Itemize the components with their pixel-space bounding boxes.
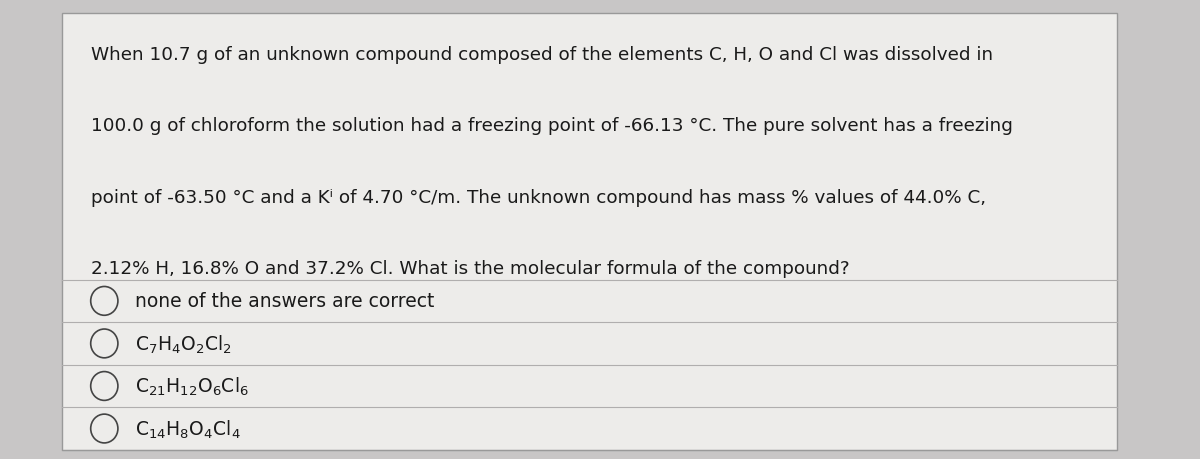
Text: 2.12% H, 16.8% O and 37.2% Cl. What is the molecular formula of the compound?: 2.12% H, 16.8% O and 37.2% Cl. What is t… (91, 259, 850, 277)
Text: 100.0 g of chloroform the solution had a freezing point of -66.13 °C. The pure s: 100.0 g of chloroform the solution had a… (91, 117, 1013, 135)
FancyBboxPatch shape (62, 14, 1117, 450)
Text: none of the answers are correct: none of the answers are correct (134, 292, 434, 311)
Text: $\mathrm{C_7H_4O_2Cl_2}$: $\mathrm{C_7H_4O_2Cl_2}$ (134, 333, 232, 355)
Text: $\mathrm{C_{21}H_{12}O_6Cl_6}$: $\mathrm{C_{21}H_{12}O_6Cl_6}$ (134, 375, 248, 397)
Text: When 10.7 g of an unknown compound composed of the elements C, H, O and Cl was d: When 10.7 g of an unknown compound compo… (91, 46, 992, 64)
Text: point of -63.50 °C and a Kⁱ of 4.70 °C/m. The unknown compound has mass % values: point of -63.50 °C and a Kⁱ of 4.70 °C/m… (91, 188, 985, 206)
Text: $\mathrm{C_{14}H_8O_4Cl_4}$: $\mathrm{C_{14}H_8O_4Cl_4}$ (134, 418, 240, 440)
